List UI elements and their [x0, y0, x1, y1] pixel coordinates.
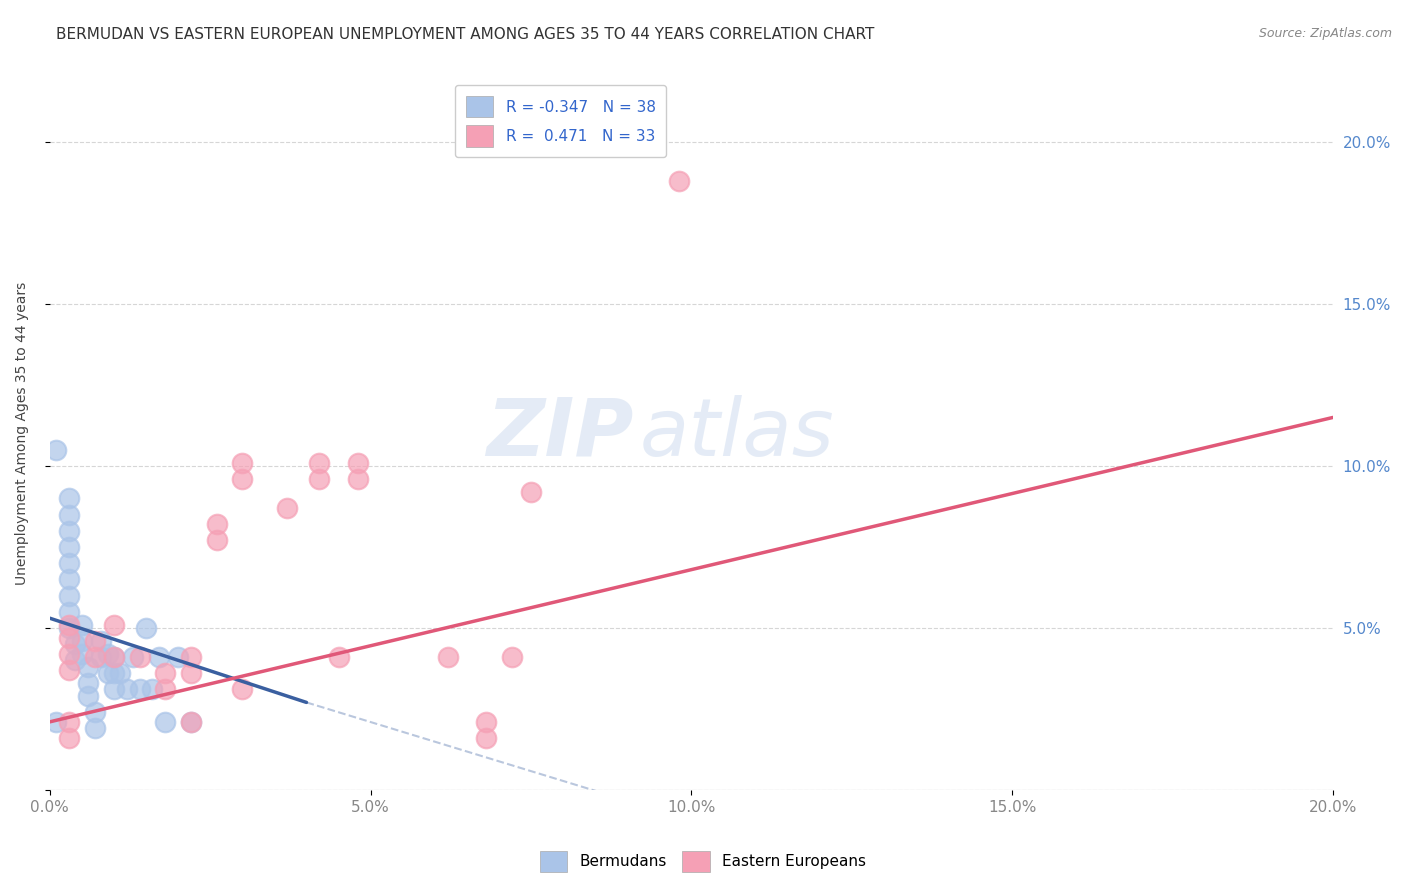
- Point: [328, 650, 350, 665]
- Point: [308, 472, 330, 486]
- Text: BERMUDAN VS EASTERN EUROPEAN UNEMPLOYMENT AMONG AGES 35 TO 44 YEARS CORRELATION : BERMUDAN VS EASTERN EUROPEAN UNEMPLOYMEN…: [56, 27, 875, 42]
- Point: [83, 650, 105, 665]
- Point: [205, 533, 228, 548]
- Point: [45, 714, 67, 729]
- Legend: R = -0.347   N = 38, R =  0.471   N = 33: R = -0.347 N = 38, R = 0.471 N = 33: [456, 85, 666, 157]
- Point: [135, 621, 157, 635]
- Point: [103, 666, 125, 681]
- Point: [668, 174, 690, 188]
- Point: [155, 714, 177, 729]
- Point: [83, 633, 105, 648]
- Point: [180, 714, 202, 729]
- Point: [205, 517, 228, 532]
- Point: [155, 666, 177, 681]
- Point: [128, 650, 150, 665]
- Point: [148, 650, 170, 665]
- Point: [58, 605, 80, 619]
- Point: [122, 650, 145, 665]
- Text: ZIP: ZIP: [486, 394, 634, 473]
- Point: [475, 714, 498, 729]
- Point: [90, 650, 112, 665]
- Point: [520, 484, 543, 499]
- Point: [97, 647, 120, 661]
- Legend: Bermudans, Eastern Europeans: Bermudans, Eastern Europeans: [533, 843, 873, 880]
- Point: [45, 442, 67, 457]
- Point: [180, 714, 202, 729]
- Point: [501, 650, 523, 665]
- Point: [70, 633, 93, 648]
- Point: [77, 689, 100, 703]
- Point: [346, 456, 368, 470]
- Point: [70, 647, 93, 661]
- Point: [155, 682, 177, 697]
- Point: [231, 472, 253, 486]
- Y-axis label: Unemployment Among Ages 35 to 44 years: Unemployment Among Ages 35 to 44 years: [15, 282, 30, 585]
- Point: [77, 676, 100, 690]
- Point: [58, 621, 80, 635]
- Point: [65, 637, 87, 651]
- Point: [83, 705, 105, 719]
- Point: [128, 682, 150, 697]
- Point: [58, 573, 80, 587]
- Point: [103, 650, 125, 665]
- Point: [231, 456, 253, 470]
- Point: [70, 617, 93, 632]
- Point: [58, 631, 80, 645]
- Point: [436, 650, 458, 665]
- Point: [475, 731, 498, 745]
- Point: [83, 721, 105, 735]
- Point: [110, 666, 132, 681]
- Text: Source: ZipAtlas.com: Source: ZipAtlas.com: [1258, 27, 1392, 40]
- Point: [58, 663, 80, 677]
- Point: [58, 540, 80, 554]
- Point: [167, 650, 190, 665]
- Point: [58, 556, 80, 570]
- Point: [58, 647, 80, 661]
- Point: [276, 501, 298, 516]
- Point: [90, 633, 112, 648]
- Point: [141, 682, 163, 697]
- Point: [58, 617, 80, 632]
- Point: [58, 589, 80, 603]
- Point: [180, 650, 202, 665]
- Point: [58, 714, 80, 729]
- Point: [346, 472, 368, 486]
- Point: [103, 682, 125, 697]
- Point: [115, 682, 138, 697]
- Point: [58, 731, 80, 745]
- Point: [58, 524, 80, 538]
- Point: [103, 650, 125, 665]
- Text: atlas: atlas: [640, 394, 835, 473]
- Point: [58, 508, 80, 522]
- Point: [65, 653, 87, 667]
- Point: [103, 617, 125, 632]
- Point: [77, 660, 100, 674]
- Point: [97, 666, 120, 681]
- Point: [231, 682, 253, 697]
- Point: [180, 666, 202, 681]
- Point: [58, 491, 80, 506]
- Point: [308, 456, 330, 470]
